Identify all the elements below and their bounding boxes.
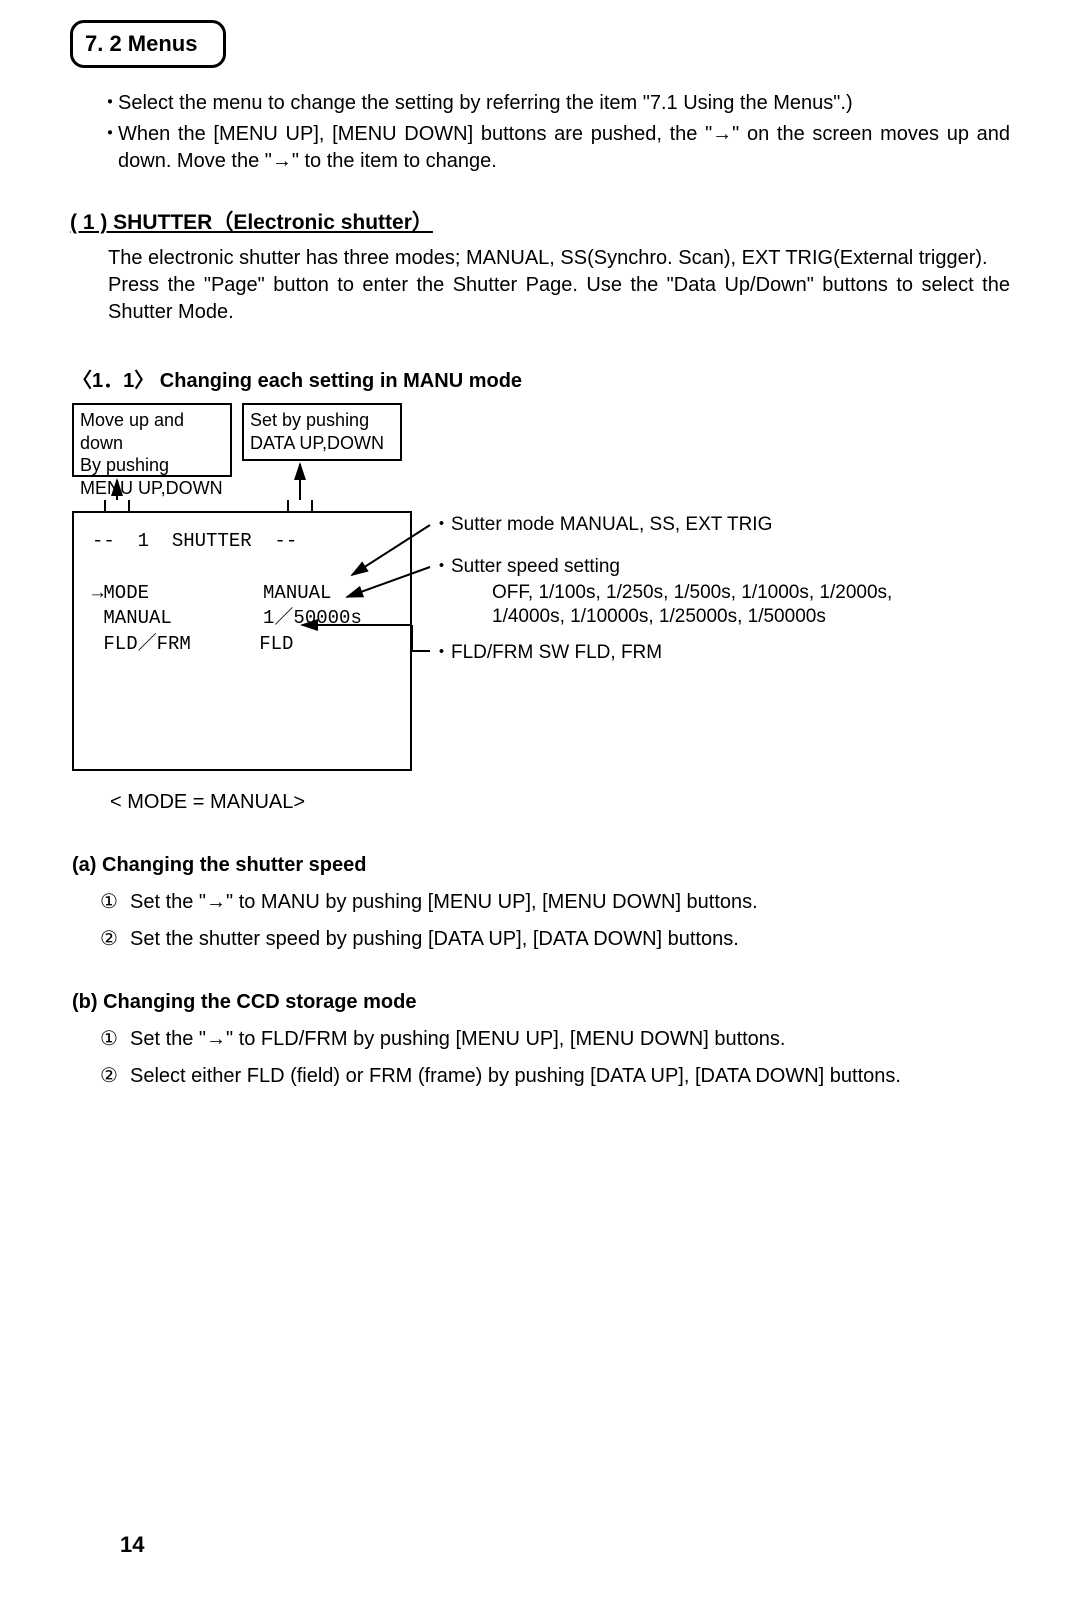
heading-b: (b) Changing the CCD storage mode — [72, 989, 1010, 1016]
heading-1-1: 〈1．1〉 Changing each setting in MANU mode — [72, 368, 1010, 395]
callout-menu-updown: Move up and down By pushing MENU UP,DOWN — [72, 403, 232, 477]
intro-item: ・ When the [MENU UP], [MENU DOWN] button… — [100, 121, 1010, 175]
osd-screen: -- 1 SHUTTER -- →MODE MANUAL MANUAL 1／50… — [72, 511, 412, 771]
page: 7. 2 Menus ・ Select the menu to change t… — [70, 20, 1010, 1580]
intro-text: Select the menu to change the setting by… — [118, 90, 1010, 117]
steps-a: ① Set the "→" to MANU by pushing [MENU U… — [100, 889, 1010, 953]
diagram-caption: < MODE = MANUAL> — [110, 789, 1010, 816]
callout-text: Set by pushing DATA UP,DOWN — [250, 410, 384, 453]
step: ① Set the "→" to FLD/FRM by pushing [MEN… — [100, 1026, 1010, 1053]
step: ① Set the "→" to MANU by pushing [MENU U… — [100, 889, 1010, 916]
heading-a: (a) Changing the shutter speed — [72, 852, 1010, 879]
osd-line: FLD／FRM FLD — [92, 632, 400, 658]
bullet-icon: ・ — [100, 121, 118, 175]
step: ② Set the shutter speed by pushing [DATA… — [100, 926, 1010, 953]
label-speed-values: OFF, 1/100s, 1/250s, 1/500s, 1/1000s, 1/… — [492, 581, 892, 606]
step-number-icon: ② — [100, 1063, 130, 1090]
steps-b: ① Set the "→" to FLD/FRM by pushing [MEN… — [100, 1026, 1010, 1090]
heading-shutter: ( 1 ) SHUTTER（Electronic shutter） — [70, 209, 1010, 237]
step-text: Set the "→" to FLD/FRM by pushing [MENU … — [130, 1026, 1010, 1053]
shutter-desc: The electronic shutter has three modes; … — [108, 245, 1010, 326]
step-text: Select either FLD (field) or FRM (frame)… — [130, 1063, 1010, 1090]
step-text: Set the shutter speed by pushing [DATA U… — [130, 926, 1010, 953]
step-number-icon: ① — [100, 1026, 130, 1053]
osd-line: →MODE MANUAL — [92, 581, 400, 607]
label-speed-values: 1/4000s, 1/10000s, 1/25000s, 1/50000s — [492, 605, 826, 630]
label-sutter-speed: ・Sutter speed setting — [432, 555, 620, 580]
callout-data-updown: Set by pushing DATA UP,DOWN — [242, 403, 402, 461]
osd-line: MANUAL 1／50000s — [92, 606, 400, 632]
intro-item: ・ Select the menu to change the setting … — [100, 90, 1010, 117]
intro-list: ・ Select the menu to change the setting … — [100, 90, 1010, 175]
osd-line: -- 1 SHUTTER -- — [92, 529, 400, 555]
callout-text: Move up and down By pushing MENU UP,DOWN — [80, 410, 223, 498]
section-title: 7. 2 Menus — [70, 20, 226, 68]
label-fld-frm: ・FLD/FRM SW FLD, FRM — [432, 641, 662, 666]
page-number: 14 — [120, 1530, 144, 1560]
step-text: Set the "→" to MANU by pushing [MENU UP]… — [130, 889, 1010, 916]
label-sutter-mode: ・Sutter mode MANUAL, SS, EXT TRIG — [432, 513, 772, 538]
intro-text: When the [MENU UP], [MENU DOWN] buttons … — [118, 121, 1010, 175]
step: ② Select either FLD (field) or FRM (fram… — [100, 1063, 1010, 1090]
diagram: Move up and down By pushing MENU UP,DOWN… — [72, 403, 1012, 783]
bullet-icon: ・ — [100, 90, 118, 117]
step-number-icon: ① — [100, 889, 130, 916]
step-number-icon: ② — [100, 926, 130, 953]
